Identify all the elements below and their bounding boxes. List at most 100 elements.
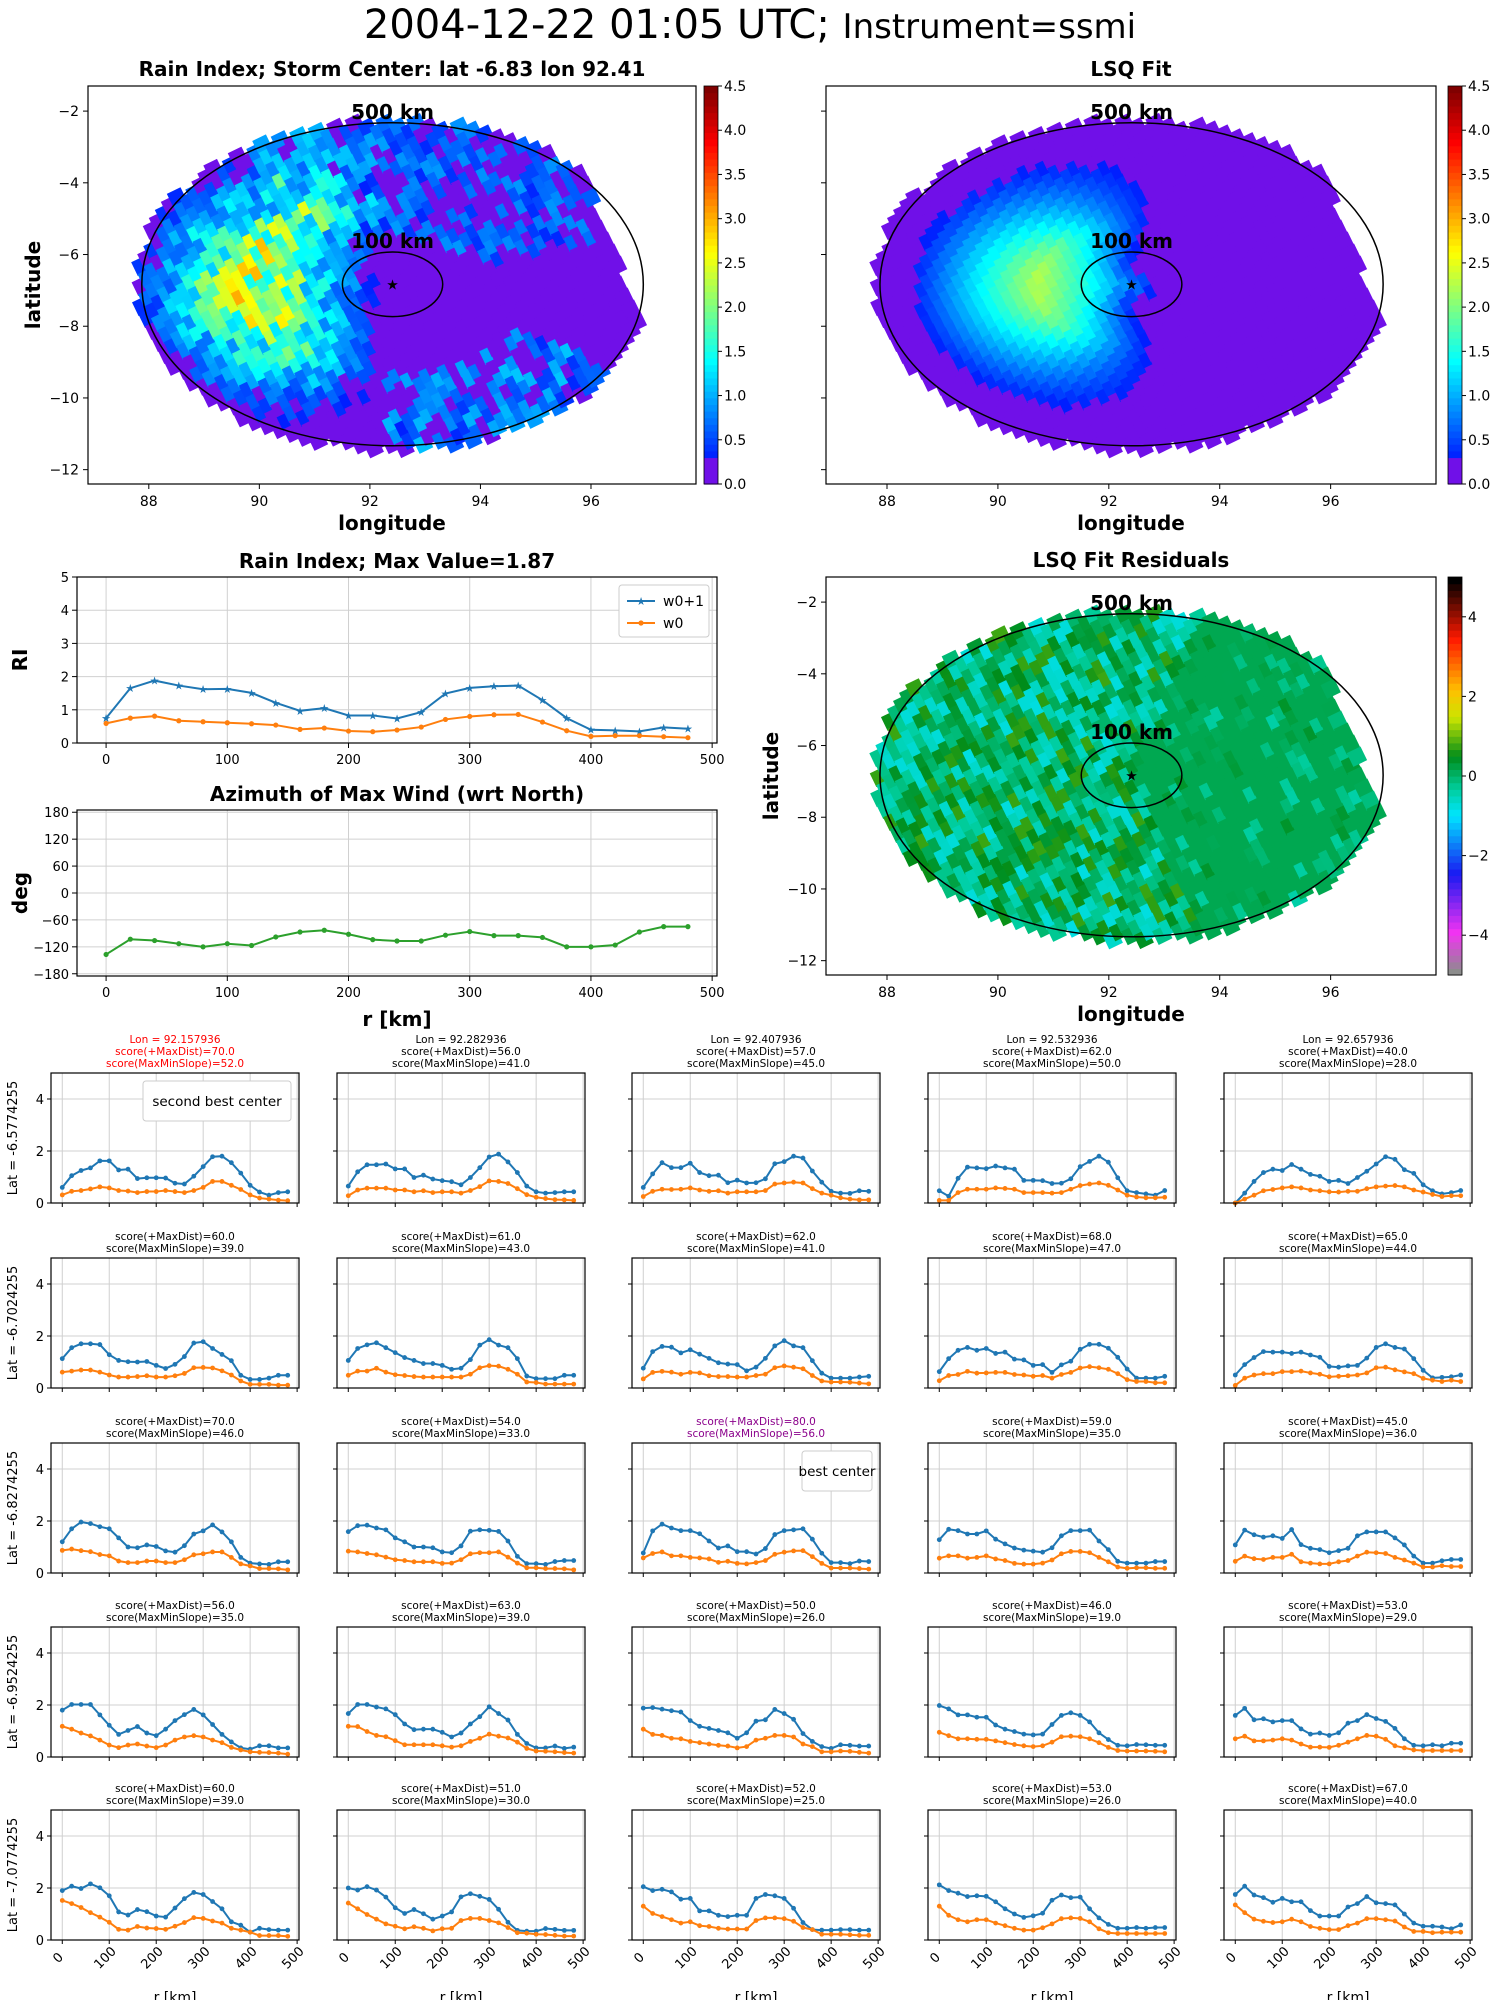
data-point — [1448, 1377, 1454, 1383]
data-point — [1124, 1192, 1130, 1198]
ring-label: 500 km — [1090, 100, 1173, 124]
colorbar-tick-label: 4.0 — [1468, 123, 1490, 139]
data-point — [819, 1744, 825, 1749]
data-point — [135, 1545, 140, 1551]
data-point — [828, 1192, 834, 1198]
data-point — [449, 1734, 455, 1740]
data-point — [552, 1381, 558, 1387]
y-tick-label: 4 — [61, 604, 69, 619]
data-point — [106, 1722, 112, 1728]
data-point — [734, 1735, 740, 1741]
data-point — [383, 1185, 389, 1191]
data-point — [285, 1198, 291, 1204]
data-point — [69, 1702, 75, 1707]
data-point — [345, 1193, 351, 1199]
data-point — [153, 1362, 159, 1368]
data-point — [1392, 1535, 1398, 1541]
data-point — [866, 1197, 872, 1203]
data-point — [809, 1554, 815, 1560]
data-point — [69, 1726, 75, 1732]
data-point — [181, 1557, 187, 1563]
data-point — [669, 1369, 674, 1375]
data-point — [248, 721, 255, 727]
data-point — [1261, 1349, 1266, 1354]
data-point — [650, 1349, 656, 1354]
data-point — [936, 1537, 942, 1543]
data-point — [1420, 1564, 1426, 1570]
data-point — [809, 1373, 815, 1378]
data-point — [191, 1552, 197, 1558]
data-point — [1143, 1565, 1149, 1571]
data-point — [800, 1548, 806, 1554]
colorbar-segment — [704, 291, 718, 299]
ring-label: 100 km — [1090, 229, 1173, 253]
data-point — [505, 1181, 511, 1186]
data-point — [135, 1190, 140, 1195]
storm-center-star-icon: ★ — [1125, 768, 1138, 784]
candidate-panel: score(MaxMinSlope)=28.0score(+MaxDist)=4… — [1220, 1034, 1473, 1207]
data-point — [106, 1526, 112, 1532]
colorbar-segment — [1448, 888, 1462, 896]
data-point — [1308, 1352, 1313, 1358]
data-point — [753, 1180, 759, 1186]
data-point — [828, 1560, 834, 1565]
data-point — [762, 1735, 768, 1741]
data-point — [275, 1382, 281, 1388]
data-point — [678, 1553, 684, 1559]
data-point — [355, 1346, 361, 1351]
score-maxdist-label: score(+MaxDist)=45.0 — [1288, 1416, 1408, 1428]
data-point — [383, 1527, 389, 1533]
data-point — [1152, 1559, 1158, 1564]
data-point — [1152, 1565, 1158, 1571]
colorbar-tick-label: −2 — [1468, 849, 1489, 865]
data-point — [1373, 1550, 1379, 1556]
colorbar-segment — [1448, 86, 1462, 94]
data-point — [439, 1743, 445, 1749]
data-point — [1002, 1186, 1008, 1191]
data-point — [936, 1188, 942, 1194]
data-point — [828, 1749, 834, 1755]
data-point — [374, 1162, 379, 1168]
data-point — [974, 1347, 980, 1353]
data-point — [1002, 1349, 1008, 1355]
colorbar-segment — [704, 172, 718, 180]
data-point — [125, 1742, 131, 1748]
data-point — [781, 1338, 787, 1344]
data-point — [1115, 1371, 1121, 1377]
data-point — [355, 1549, 361, 1555]
axes-frame — [336, 1626, 586, 1758]
y-tick-label: 0 — [36, 1382, 44, 1397]
colorbar-segment — [704, 231, 718, 240]
data-point — [116, 1167, 122, 1173]
legend: ★ w0+1w0 — [618, 584, 710, 638]
data-point — [345, 1548, 351, 1554]
data-point — [116, 1558, 122, 1564]
data-point — [88, 1549, 93, 1555]
colorbar-segment — [1448, 105, 1462, 114]
data-point — [88, 1733, 93, 1739]
data-point — [1401, 1346, 1407, 1352]
colorbar-segment — [1448, 225, 1462, 233]
y-tick-label: 0 — [36, 1751, 44, 1766]
x-tick-label: 500 — [700, 986, 725, 1001]
data-point — [59, 1723, 65, 1729]
data-point — [946, 1526, 952, 1532]
data-point — [847, 1565, 853, 1571]
data-point — [144, 1373, 150, 1379]
y-tick-label: 5 — [61, 571, 69, 586]
colorbar-tick-label: 3.0 — [1468, 212, 1490, 228]
data-point — [1087, 1550, 1092, 1556]
candidate-panel: score(MaxMinSlope)=43.0score(+MaxDist)=6… — [333, 1231, 586, 1392]
data-point — [1345, 1373, 1351, 1379]
data-point — [1392, 1156, 1398, 1162]
data-point — [983, 1346, 989, 1351]
data-point — [392, 1712, 398, 1718]
data-point — [1364, 1549, 1370, 1555]
data-point — [640, 1185, 646, 1190]
data-point — [421, 1188, 426, 1194]
data-point — [1289, 1551, 1295, 1557]
data-point — [1411, 1371, 1417, 1377]
colorbar-segment — [704, 391, 718, 399]
y-tick-label: 4 — [36, 1463, 44, 1478]
